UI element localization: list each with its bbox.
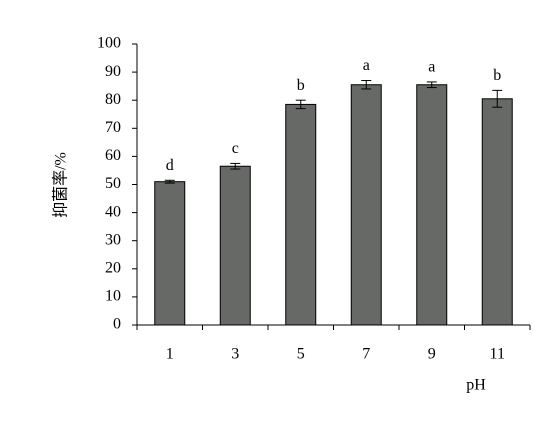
- y-axis-label: 抑菌率/%: [52, 152, 70, 218]
- y-tick-label: 90: [105, 63, 121, 80]
- y-tick-label: 100: [97, 35, 121, 52]
- bar: [219, 165, 251, 326]
- x-axis-label: pH: [466, 377, 486, 394]
- significance-label: a: [363, 57, 370, 74]
- significance-label: b: [297, 77, 305, 94]
- bar: [285, 103, 317, 326]
- bar: [154, 181, 186, 326]
- x-tick-label: 3: [231, 346, 239, 363]
- y-tick-label: 50: [105, 175, 121, 192]
- y-tick-label: 40: [105, 203, 121, 220]
- x-tick-label: 9: [428, 346, 436, 363]
- y-tick-label: 70: [105, 119, 121, 136]
- y-tick-label: 80: [105, 91, 121, 108]
- significance-label: b: [493, 67, 501, 84]
- y-tick-label: 60: [105, 147, 121, 164]
- significance-label: d: [166, 157, 174, 174]
- significance-label: c: [232, 140, 239, 157]
- x-tick-label: 1: [166, 346, 174, 363]
- y-tick-label: 0: [113, 316, 121, 333]
- y-tick-label: 20: [105, 259, 121, 276]
- x-tick-label: 5: [297, 346, 305, 363]
- bar: [416, 84, 448, 326]
- significance-label: a: [428, 59, 435, 76]
- y-tick-label: 30: [105, 231, 121, 248]
- y-tick-label: 10: [105, 288, 121, 305]
- x-tick-label: 7: [362, 346, 370, 363]
- x-tick-label: 11: [490, 346, 505, 363]
- bar: [481, 98, 513, 326]
- bar: [350, 84, 382, 326]
